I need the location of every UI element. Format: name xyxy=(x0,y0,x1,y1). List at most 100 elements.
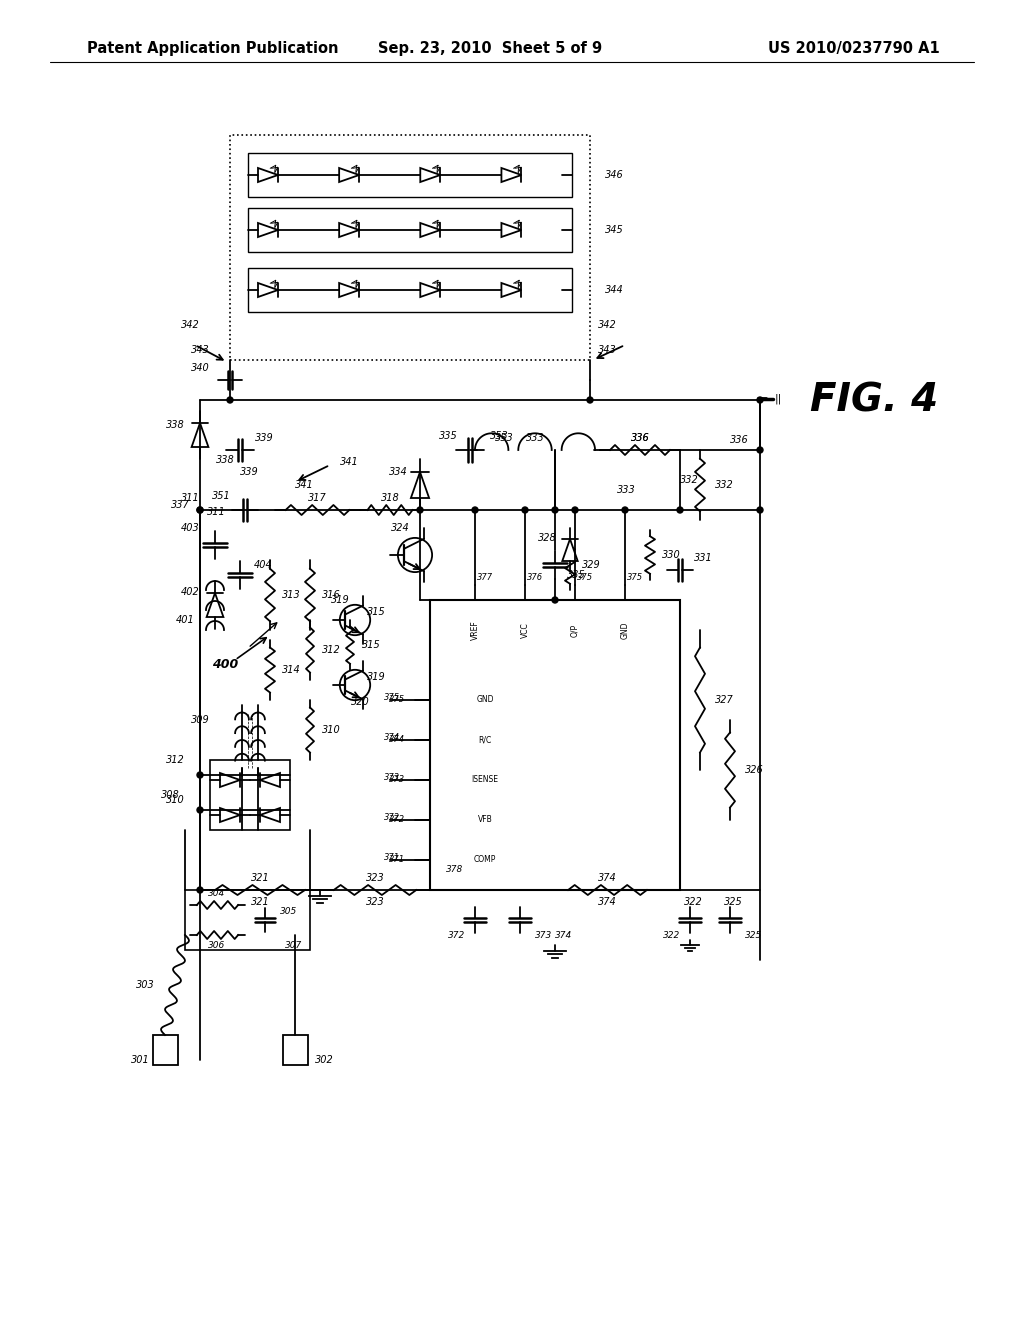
Circle shape xyxy=(227,397,233,403)
Bar xyxy=(153,1035,177,1065)
Circle shape xyxy=(522,507,528,513)
Text: 372: 372 xyxy=(389,816,406,825)
Text: 309: 309 xyxy=(191,715,210,725)
Text: 306: 306 xyxy=(208,940,225,949)
Text: 343: 343 xyxy=(191,345,210,355)
Text: 340: 340 xyxy=(191,363,210,374)
Circle shape xyxy=(587,397,593,403)
Circle shape xyxy=(622,507,628,513)
Bar xyxy=(248,153,572,197)
Text: 346: 346 xyxy=(605,170,624,180)
Text: 353: 353 xyxy=(495,433,514,444)
Polygon shape xyxy=(260,808,280,822)
Text: Patent Application Publication: Patent Application Publication xyxy=(87,41,339,55)
Polygon shape xyxy=(502,168,521,182)
Text: 372: 372 xyxy=(384,813,400,821)
Text: 353: 353 xyxy=(490,432,509,441)
Text: 337: 337 xyxy=(171,500,190,510)
Polygon shape xyxy=(260,774,280,787)
Text: 331: 331 xyxy=(694,553,713,564)
Text: 328: 328 xyxy=(539,533,557,543)
Text: ISENSE: ISENSE xyxy=(471,776,499,784)
Text: 326: 326 xyxy=(745,766,764,775)
Text: 404: 404 xyxy=(254,560,272,570)
Text: 375: 375 xyxy=(389,696,406,705)
Text: 335: 335 xyxy=(439,432,458,441)
Text: 325: 325 xyxy=(745,931,762,940)
Bar xyxy=(430,601,680,890)
Polygon shape xyxy=(339,168,359,182)
Text: 376: 376 xyxy=(527,573,543,582)
Text: 320: 320 xyxy=(350,697,370,708)
Text: 310: 310 xyxy=(166,795,185,805)
Text: GND: GND xyxy=(476,696,494,705)
Text: 327: 327 xyxy=(715,696,734,705)
Text: 302: 302 xyxy=(315,1055,334,1065)
Polygon shape xyxy=(420,223,440,238)
Text: 374: 374 xyxy=(389,735,406,744)
Text: 311: 311 xyxy=(181,492,200,503)
Text: US 2010/0237790 A1: US 2010/0237790 A1 xyxy=(768,41,940,55)
Text: 339: 339 xyxy=(240,467,259,477)
Circle shape xyxy=(472,507,478,513)
Text: 321: 321 xyxy=(251,898,269,907)
Text: VCC: VCC xyxy=(520,622,529,638)
Text: 338: 338 xyxy=(216,455,234,465)
Text: 403: 403 xyxy=(181,523,200,533)
Text: GND: GND xyxy=(621,622,630,639)
Bar xyxy=(248,209,572,252)
Text: 332: 332 xyxy=(680,475,698,484)
Text: 343: 343 xyxy=(598,345,616,355)
Text: 323: 323 xyxy=(366,873,384,883)
Polygon shape xyxy=(220,808,240,822)
Polygon shape xyxy=(220,774,240,787)
Polygon shape xyxy=(339,223,359,238)
Text: 332: 332 xyxy=(715,480,734,490)
Circle shape xyxy=(417,507,423,513)
Text: 318: 318 xyxy=(381,492,399,503)
Text: 345: 345 xyxy=(605,224,624,235)
Bar xyxy=(185,890,310,950)
Text: 374: 374 xyxy=(598,873,616,883)
Text: VREF: VREF xyxy=(470,620,479,640)
Text: 342: 342 xyxy=(598,319,616,330)
Text: 342: 342 xyxy=(181,319,200,330)
Polygon shape xyxy=(258,282,278,297)
Circle shape xyxy=(552,507,558,513)
Circle shape xyxy=(197,807,203,813)
Text: 307: 307 xyxy=(285,940,302,949)
Text: 308: 308 xyxy=(161,789,180,800)
Text: 341: 341 xyxy=(340,457,358,467)
Text: 402: 402 xyxy=(181,587,200,597)
Text: 378: 378 xyxy=(446,866,464,874)
Text: 344: 344 xyxy=(605,285,624,294)
Text: 329: 329 xyxy=(582,560,601,570)
Circle shape xyxy=(197,507,203,513)
Text: 373: 373 xyxy=(389,776,406,784)
Bar xyxy=(283,1035,307,1065)
Text: FIG. 4: FIG. 4 xyxy=(810,381,938,418)
Polygon shape xyxy=(339,282,359,297)
Text: 339: 339 xyxy=(255,433,273,444)
Text: 333: 333 xyxy=(617,484,636,495)
Text: 377: 377 xyxy=(477,573,494,582)
Text: 371: 371 xyxy=(389,855,406,865)
Circle shape xyxy=(757,397,763,403)
Circle shape xyxy=(757,507,763,513)
Text: 338: 338 xyxy=(166,420,185,430)
Polygon shape xyxy=(420,282,440,297)
Text: 312: 312 xyxy=(166,755,185,766)
Text: 375: 375 xyxy=(384,693,400,701)
Polygon shape xyxy=(258,223,278,238)
Polygon shape xyxy=(207,593,223,616)
Bar xyxy=(210,760,290,830)
Circle shape xyxy=(552,597,558,603)
Text: 371: 371 xyxy=(384,853,400,862)
Text: 341: 341 xyxy=(295,480,313,490)
Text: 336: 336 xyxy=(730,436,749,445)
Polygon shape xyxy=(258,168,278,182)
Text: 322: 322 xyxy=(663,931,680,940)
Text: 401: 401 xyxy=(176,615,195,624)
Polygon shape xyxy=(502,282,521,297)
Text: COMP: COMP xyxy=(474,855,497,865)
